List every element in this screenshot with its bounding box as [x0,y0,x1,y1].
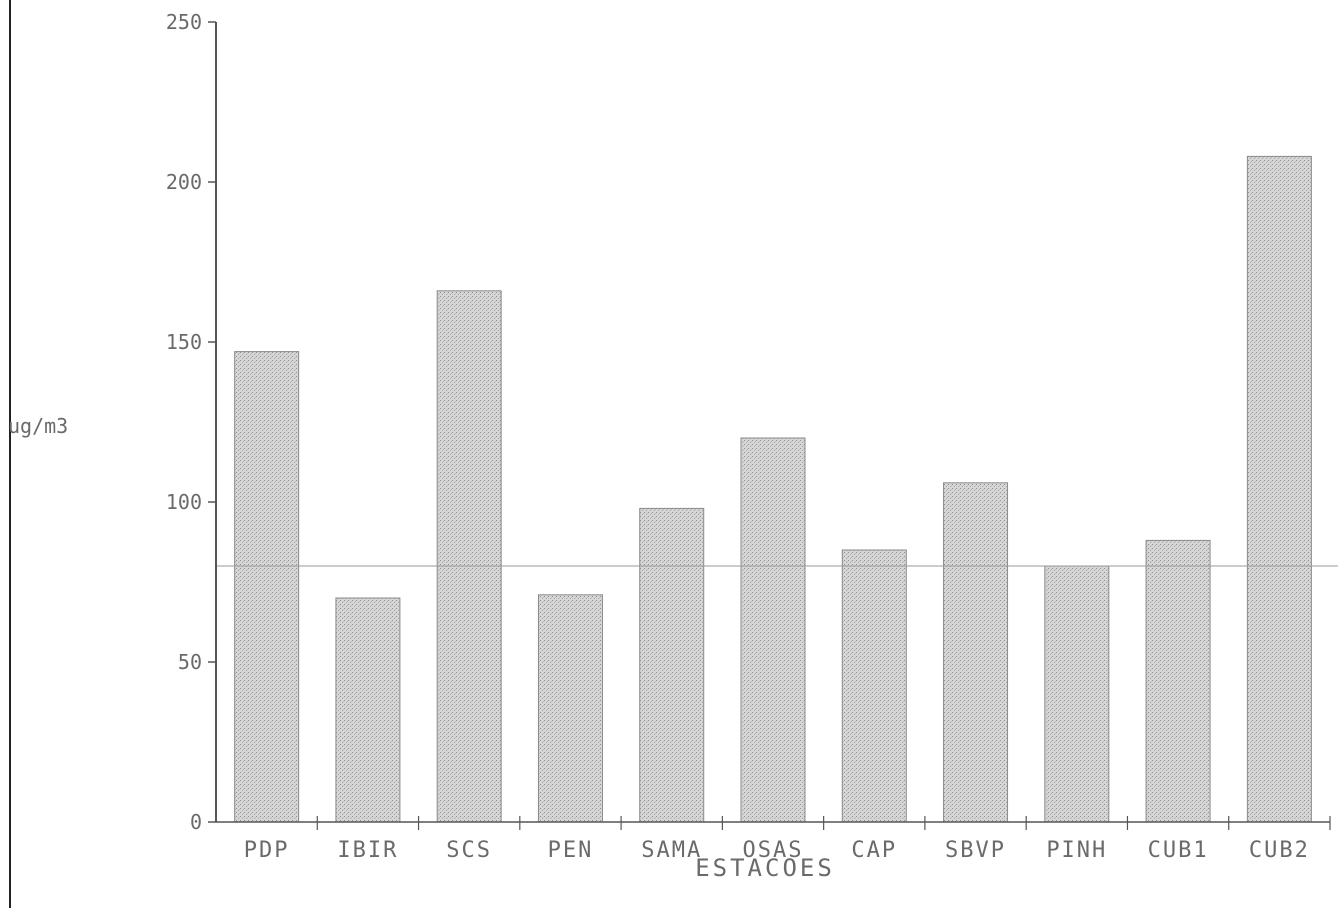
x-tick-label: PEN [548,838,594,863]
y-tick-label: 200 [166,170,202,194]
bar-sbvp [943,482,1009,823]
x-tick-label: SCS [446,838,492,863]
bar-scs [436,290,502,823]
y-tick-label: 150 [166,330,202,354]
x-axis-ticks [316,816,1331,830]
bar-osas [740,437,806,823]
bar-pen [537,594,603,823]
y-tick-label: 50 [178,650,202,674]
x-axis-label: ESTACOES [695,854,835,882]
bars [234,155,1312,823]
y-tick-label: 0 [190,810,202,834]
bar-cub2 [1246,155,1312,823]
x-tick-label: CUB1 [1148,838,1209,863]
x-tick-label: CAP [851,838,897,863]
x-tick-label: SBVP [945,838,1006,863]
x-tick-label: PDP [244,838,290,863]
bar-cap [841,549,907,823]
y-tick-label: 100 [166,490,202,514]
y-axis-label: ug/m3 [8,414,68,438]
category-labels: PDP IBIR SCS PEN SAMA OSAS CAP SBVP PINH CUB1 CUB2 [244,838,1310,863]
x-tick-label: OSAS [743,838,804,863]
y-tick-label: 250 [166,10,202,34]
x-tick-label: SAMA [641,838,702,863]
bar-pinh [1044,565,1110,823]
y-axis-ticks: 0 50 100 150 200 250 [166,10,216,834]
bar-pdp [234,351,300,823]
bar-ibir [335,597,401,823]
x-tick-label: CUB2 [1249,838,1310,863]
bar-cub1 [1145,539,1211,823]
bar-sama [639,507,705,823]
x-tick-label: PINH [1046,838,1107,863]
x-tick-label: IBIR [337,838,398,863]
